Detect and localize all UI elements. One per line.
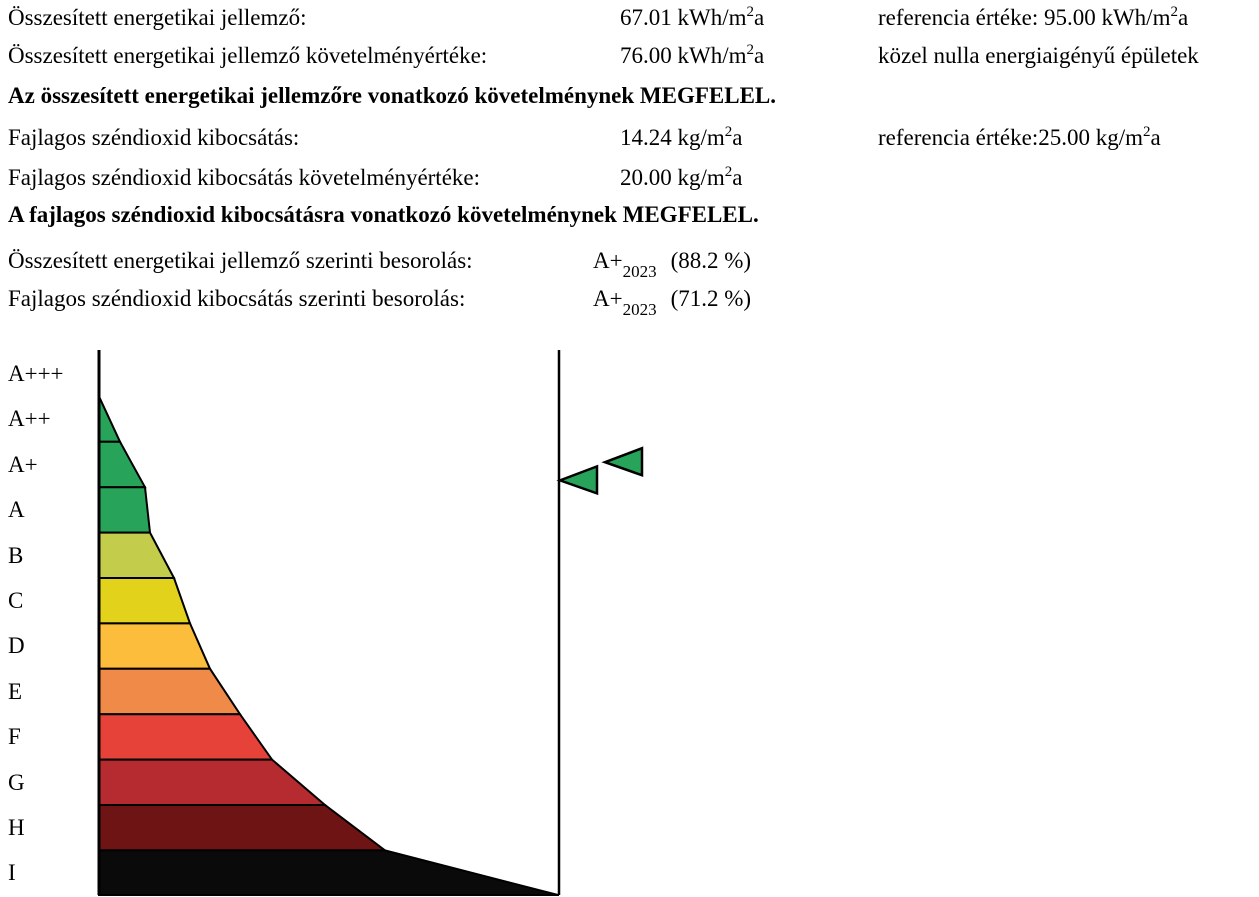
band-f — [98, 713, 274, 761]
energy-requirement-note: közel nulla energiaigényű épületek — [878, 43, 1199, 68]
classification-energy-label: Összesített energetikai jellemző szerint… — [8, 248, 473, 273]
co2-verdict: A fajlagos széndioxid kibocsátásra vonat… — [8, 202, 759, 227]
grade-label: B — [8, 542, 24, 568]
energy-reference: referencia értéke: 95.00 kWh/m2a — [878, 4, 1189, 31]
band-i — [98, 849, 559, 896]
band-d — [98, 622, 212, 670]
classification-co2-grade: A+2023 (71.2 %) — [593, 286, 752, 319]
grade-label: G — [8, 769, 25, 795]
co2-reference: referencia értéke:25.00 kg/m2a — [878, 124, 1161, 151]
energy-verdict: Az összesített energetikai jellemzőre vo… — [8, 83, 777, 108]
grade-label: A+ — [8, 451, 38, 477]
energy-label: Összesített energetikai jellemző: — [8, 5, 307, 30]
grade-label: E — [8, 678, 23, 704]
grade-label: A+++ — [8, 361, 64, 386]
classification-energy-grade: A+2023 (88.2 %) — [593, 248, 752, 281]
band-b — [98, 531, 176, 579]
energy-marker — [556, 464, 599, 496]
grade-label: A — [8, 497, 25, 523]
classification-co2-label: Fajlagos széndioxid kibocsátás szerinti … — [8, 286, 466, 311]
co2-requirement-label: Fajlagos széndioxid kibocsátás követelmé… — [8, 165, 481, 190]
band-a — [98, 486, 152, 534]
energy-value: 67.01 kWh/m2a — [620, 4, 765, 31]
band-c — [98, 577, 192, 625]
band-e — [98, 667, 242, 716]
grade-label: D — [8, 633, 25, 659]
grade-label: H — [8, 815, 25, 840]
grade-label: I — [8, 860, 16, 886]
grade-label: A++ — [8, 406, 51, 432]
co2-label: Fajlagos széndioxid kibocsátás: — [8, 125, 300, 150]
co2-requirement-value: 20.00 kg/m2a — [620, 164, 743, 191]
grade-label: C — [8, 588, 24, 613]
band-h — [98, 804, 388, 852]
band-aplusplus — [98, 395, 122, 443]
band-aplus — [98, 440, 147, 489]
band-g — [98, 758, 328, 806]
co2-marker — [601, 446, 644, 477]
co2-value: 14.24 kg/m2a — [620, 124, 743, 151]
energy-requirement-label: Összesített energetikai jellemző követel… — [8, 43, 488, 68]
energy-requirement-value: 76.00 kWh/m2a — [620, 42, 765, 69]
grade-label: F — [8, 724, 21, 750]
